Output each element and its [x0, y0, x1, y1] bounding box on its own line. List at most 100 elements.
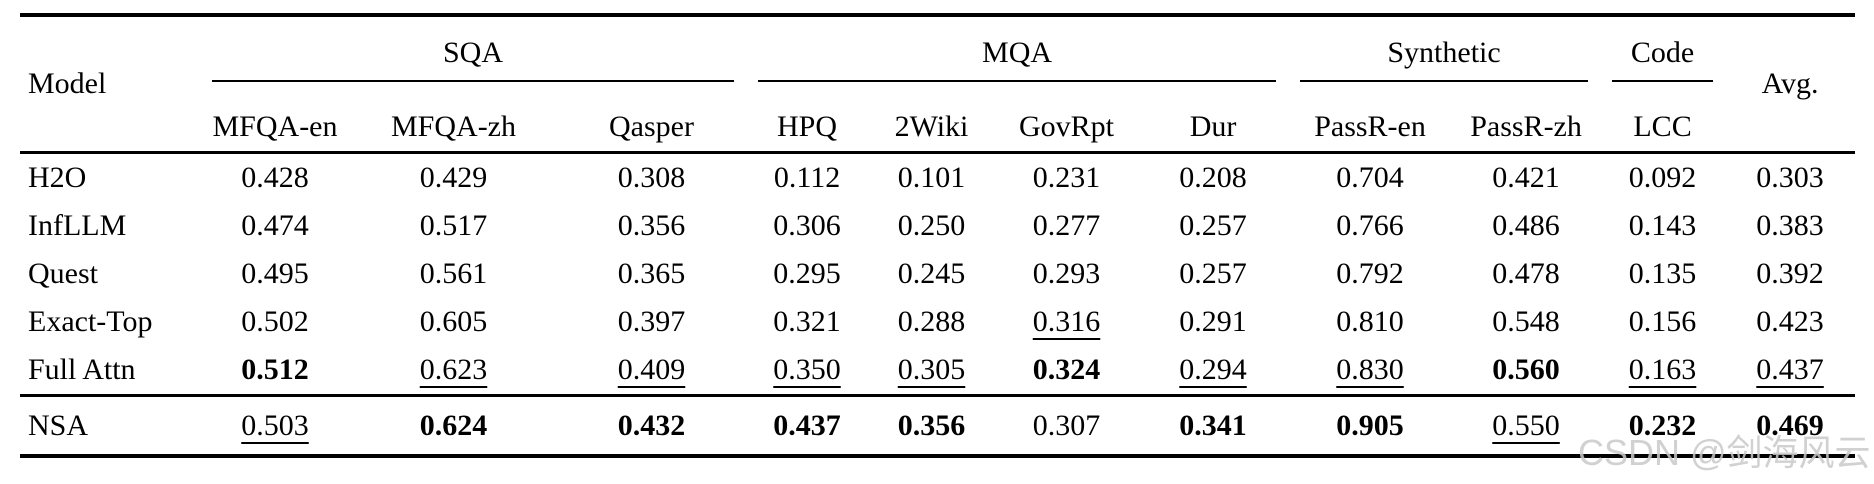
metric-cell: 0.295 — [773, 257, 841, 290]
metric-value: 0.232 — [1628, 408, 1697, 442]
metric-value: 0.503 — [241, 408, 309, 442]
col-header-passr-en: PassR-en — [1288, 103, 1453, 154]
metric-cell: 0.704 — [1336, 161, 1404, 194]
metric-cell: 0.232 — [1600, 396, 1725, 457]
metric-cell: 0.308 — [617, 161, 686, 194]
metric-cell: 0.432 — [557, 396, 746, 457]
benchmark-results-table: Model SQA MQA Synthetic Code Avg. MFQA-e… — [20, 13, 1856, 458]
table-row-nsa: NSA 0.503 0.624 0.432 0.437 0.356 0.307 … — [20, 396, 1855, 457]
metric-cell: 0.517 — [419, 209, 488, 242]
table-row-infllm: InfLLM 0.474 0.517 0.356 0.306 0.250 0.2… — [20, 202, 1855, 250]
metric-cell: 0.250 — [897, 209, 966, 242]
metric-value: 0.432 — [617, 408, 686, 442]
metric-cell: 0.437 — [1725, 346, 1856, 397]
col-header-passr-zh: PassR-zh — [1452, 103, 1601, 154]
model-column-header: Model — [20, 15, 200, 154]
metric-cell: 0.383 — [1756, 209, 1824, 242]
csdn-watermark: CSDN @剑海风云 — [1578, 432, 1871, 473]
col-header-lcc: LCC — [1600, 103, 1726, 154]
metric-cell: 0.830 — [1288, 346, 1453, 397]
metric-value: 0.305 — [897, 353, 966, 386]
table-row-exact-top: Exact-Top 0.502 0.605 0.397 0.321 0.288 … — [20, 298, 1855, 346]
metric-value: 0.469 — [1756, 408, 1824, 442]
row-label: Exact-Top — [28, 305, 153, 338]
metric-cell: 0.792 — [1336, 257, 1404, 290]
metric-value: 0.324 — [1032, 353, 1101, 386]
metric-cell: 0.350 — [746, 346, 869, 397]
metric-cell: 0.321 — [773, 305, 841, 338]
col-header-2wiki: 2Wiki — [868, 103, 996, 154]
metric-value: 0.623 — [419, 353, 488, 386]
metric-cell: 0.257 — [1179, 209, 1247, 242]
metric-cell: 0.163 — [1600, 346, 1726, 397]
metric-value: 0.350 — [773, 353, 841, 386]
metric-cell: 0.135 — [1628, 257, 1697, 290]
metric-cell: 0.409 — [557, 346, 747, 397]
metric-cell: 0.810 — [1336, 305, 1404, 338]
col-header-qasper: Qasper — [557, 103, 747, 154]
metric-cell: 0.156 — [1628, 305, 1697, 338]
metric-cell: 0.392 — [1756, 257, 1824, 290]
table-row-h2o: H2O 0.428 0.429 0.308 0.112 0.101 0.231 … — [20, 153, 1855, 203]
table-row-full-attn: Full Attn 0.512 0.623 0.409 0.350 0.305 … — [20, 346, 1856, 397]
group-header-code-label: Code — [1612, 38, 1714, 82]
metric-cell: 0.429 — [419, 161, 488, 194]
metric-value: 0.409 — [617, 353, 686, 386]
metric-cell: 0.291 — [1179, 305, 1247, 338]
metric-cell: 0.257 — [1179, 257, 1247, 290]
metric-cell: 0.294 — [1138, 346, 1289, 397]
metric-cell: 0.478 — [1492, 257, 1560, 290]
metric-cell: 0.423 — [1756, 305, 1824, 338]
metric-cell: 0.512 — [200, 346, 350, 397]
metric-value: 0.437 — [773, 408, 841, 442]
metric-cell: 0.502 — [241, 305, 309, 338]
metric-cell: 0.143 — [1628, 209, 1697, 242]
metric-cell: 0.397 — [617, 305, 686, 338]
metric-cell: 0.245 — [897, 257, 966, 290]
header-sub-row: MFQA-en MFQA-zh Qasper HPQ 2Wiki GovRpt … — [20, 103, 1855, 154]
metric-value: 0.905 — [1336, 408, 1404, 442]
col-header-govrpt: GovRpt — [995, 103, 1139, 154]
metric-cell: 0.474 — [241, 209, 309, 242]
col-header-mfqa-zh: MFQA-zh — [350, 103, 557, 154]
metric-value: 0.512 — [241, 353, 309, 386]
metric-cell: 0.341 — [1138, 396, 1288, 457]
group-header-synthetic: Synthetic — [1288, 15, 1600, 103]
metric-cell: 0.548 — [1492, 305, 1560, 338]
table-row-quest: Quest 0.495 0.561 0.365 0.295 0.245 0.29… — [20, 250, 1855, 298]
row-label: Full Attn — [20, 346, 200, 397]
metric-cell: 0.624 — [350, 396, 557, 457]
row-label: H2O — [28, 161, 87, 194]
metric-cell: 0.288 — [897, 305, 966, 338]
metric-cell: 0.623 — [350, 346, 557, 397]
metric-value: 0.624 — [419, 408, 488, 442]
metric-cell: 0.561 — [419, 257, 488, 290]
group-header-code: Code — [1600, 15, 1725, 103]
col-header-mfqa-en: MFQA-en — [200, 103, 350, 154]
metric-value: 0.560 — [1492, 353, 1560, 386]
metric-cell: 0.428 — [241, 161, 309, 194]
group-header-mqa: MQA — [746, 15, 1288, 103]
metric-cell: 0.421 — [1492, 161, 1560, 194]
metric-cell: 0.437 — [746, 396, 868, 457]
metric-cell: 0.307 — [1032, 408, 1101, 442]
col-header-hpq: HPQ — [746, 103, 869, 154]
metric-cell: 0.605 — [419, 305, 488, 338]
metric-cell: 0.306 — [773, 209, 841, 242]
metric-cell: 0.356 — [617, 209, 686, 242]
metric-cell: 0.231 — [1032, 161, 1101, 194]
metric-value: 0.550 — [1492, 408, 1560, 442]
metric-cell: 0.208 — [1179, 161, 1247, 194]
metric-value: 0.163 — [1628, 353, 1697, 386]
metric-cell: 0.560 — [1452, 346, 1601, 397]
col-header-dur: Dur — [1138, 103, 1289, 154]
metric-value: 0.316 — [1032, 305, 1101, 338]
metric-cell: 0.303 — [1756, 161, 1824, 194]
metric-cell: 0.356 — [868, 396, 995, 457]
metric-cell: 0.112 — [773, 161, 841, 194]
metric-cell: 0.469 — [1725, 396, 1855, 457]
metric-value: 0.341 — [1179, 408, 1247, 442]
group-header-synthetic-label: Synthetic — [1300, 38, 1589, 82]
metric-cell: 0.486 — [1492, 209, 1560, 242]
